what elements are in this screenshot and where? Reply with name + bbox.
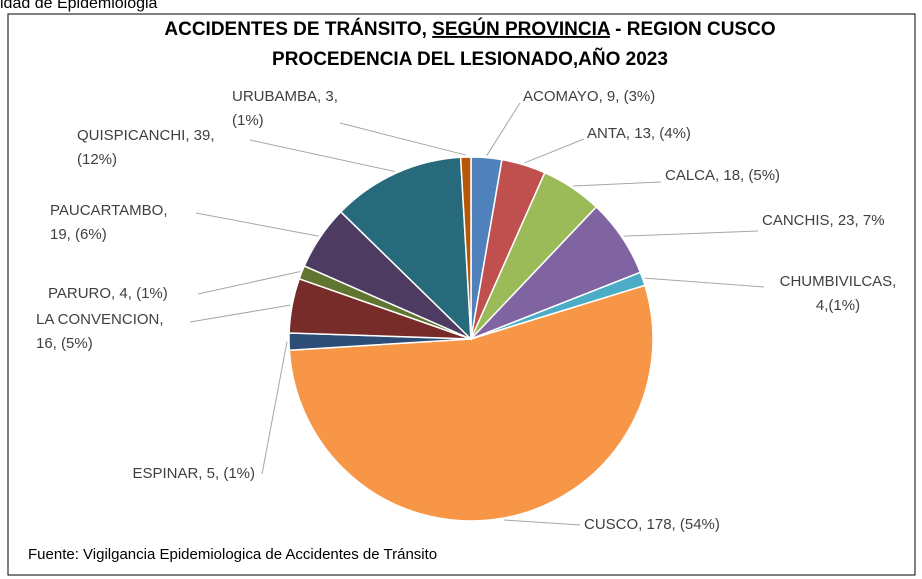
title-part: ACCIDENTES DE TRÁNSITO, (164, 18, 432, 40)
leader-line (524, 138, 585, 164)
data-label-line: 4,(1%) (816, 297, 860, 314)
data-label: PAUCARTAMBO, 19, (6%) (50, 202, 168, 243)
leader-line (644, 277, 765, 288)
data-label: CHUMBIVILCAS, 4,(1%) (780, 273, 897, 314)
data-label-line: LA CONVENCION, (36, 311, 164, 328)
data-label: ANTA, 13, (4%) (587, 125, 691, 142)
data-label-line: QUISPICANCHI, 39, (77, 127, 215, 144)
pie-slice (339, 156, 472, 341)
data-label-line: ANTA, 13, (4%) (587, 125, 691, 142)
data-label-line: ACOMAYO, 9, (3%) (523, 88, 655, 105)
data-label-line: URUBAMBA, 3, (232, 88, 338, 105)
data-label-line: 19, (6%) (50, 226, 107, 243)
leader-line (486, 102, 521, 156)
leader-line (503, 519, 581, 526)
pie-slice (288, 284, 654, 522)
data-label-line: CHUMBIVILCAS, (780, 273, 897, 290)
data-label: ACOMAYO, 9, (3%) (523, 88, 655, 105)
leader-line (573, 181, 662, 187)
data-label-line: PARURO, 4, (1%) (48, 285, 168, 302)
chart-title: ACCIDENTES DE TRÁNSITO, SEGÚN PROVINCIA … (164, 18, 775, 40)
data-label-line: (12%) (77, 151, 117, 168)
title-part: - REGION CUSCO (610, 19, 776, 40)
title-part: SEGÚN PROVINCIA (432, 18, 611, 40)
data-label: CANCHIS, 23, 7% (762, 212, 885, 229)
leader-line (197, 271, 300, 295)
data-label-line: CANCHIS, 23, 7% (762, 212, 885, 229)
data-label: PARURO, 4, (1%) (48, 285, 168, 302)
pie-slice (459, 156, 472, 340)
data-label: ESPINAR, 5, (1%) (132, 465, 255, 482)
leader-line (623, 230, 759, 237)
data-label-line: ESPINAR, 5, (1%) (132, 465, 255, 482)
leader-line (339, 122, 466, 156)
data-label: QUISPICANCHI, 39, (12%) (77, 127, 215, 168)
data-label: URUBAMBA, 3, (1%) (232, 88, 338, 129)
page-top-text: idad de Epidemiologia (0, 0, 158, 12)
data-label-line: 16, (5%) (36, 335, 93, 352)
leader-line (249, 139, 395, 173)
data-label-line: CALCA, 18, (5%) (665, 167, 780, 184)
leader-line (189, 304, 291, 323)
leader-line (261, 341, 288, 475)
chart-title-line2: PROCEDENCIA DEL LESIONADO,AÑO 2023 (272, 48, 668, 70)
source: Fuente: Vigilgancia Epidemiologica de Ac… (28, 546, 437, 563)
data-label-line: (1%) (232, 112, 264, 129)
leader-line (195, 212, 319, 237)
data-label: CUSCO, 178, (54%) (584, 516, 720, 533)
data-label-line: CUSCO, 178, (54%) (584, 516, 720, 533)
data-label: LA CONVENCION, 16, (5%) (36, 311, 164, 352)
data-label-line: PAUCARTAMBO, (50, 202, 168, 219)
data-label: CALCA, 18, (5%) (665, 167, 780, 184)
